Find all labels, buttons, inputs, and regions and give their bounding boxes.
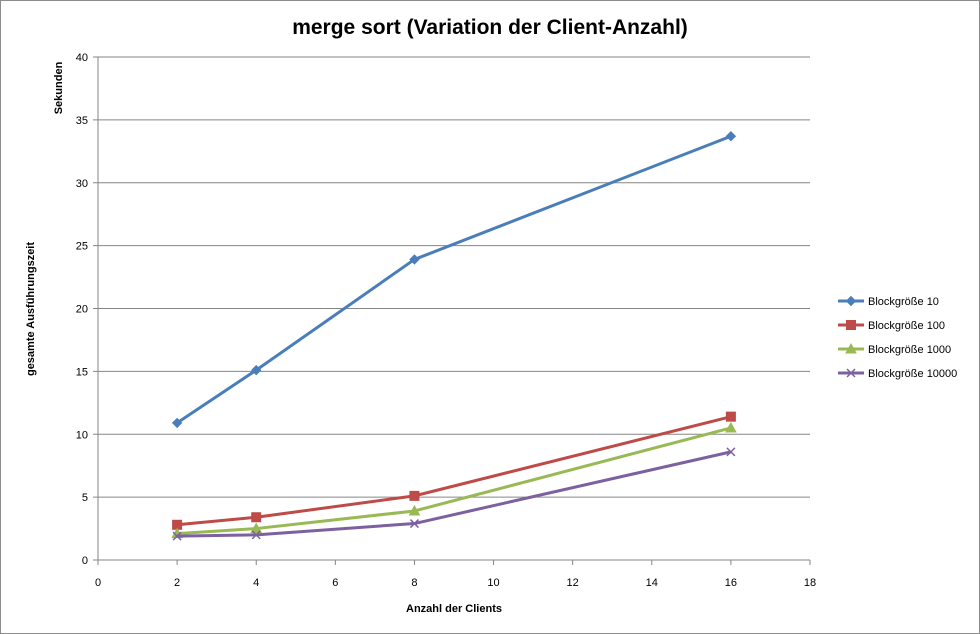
- x-tick-label-4: 4: [253, 577, 259, 589]
- legend-marker-2: [846, 320, 856, 330]
- chart-title: merge sort (Variation der Client-Anzahl): [292, 16, 688, 39]
- legend-item-4: Blockgröße 10000: [838, 368, 957, 380]
- x-tick-label-2: 2: [174, 577, 180, 589]
- legend-label-4: Blockgröße 10000: [868, 368, 957, 380]
- series-layer: [171, 131, 737, 541]
- series-line-3: [177, 426, 732, 536]
- y-tick-label-5: 5: [82, 492, 88, 504]
- data-point-s2-4: [725, 411, 736, 422]
- data-point-s4-1: [172, 531, 182, 541]
- x-tick-label-16: 16: [725, 577, 737, 589]
- legend-marker-4: [846, 368, 856, 378]
- data-point-s1-2: [251, 364, 262, 376]
- data-point-s4-4: [726, 447, 736, 457]
- series-line-4: [177, 450, 732, 538]
- data-point-s1-4: [725, 131, 737, 142]
- x-tick-label-0: 0: [95, 577, 101, 589]
- legend-item-1: Blockgröße 10: [838, 295, 939, 308]
- x-tick-label-10: 10: [487, 577, 499, 589]
- legend: Blockgröße 10 Blockgröße 100 Blockgröße 10…: [838, 295, 957, 380]
- y-tick-label-15: 15: [76, 366, 88, 378]
- series-1: [171, 131, 737, 429]
- x-tick-label-12: 12: [567, 577, 579, 589]
- y-tick-label-0: 0: [82, 555, 88, 567]
- y-axis-label: gesamte Ausführungszeit: [25, 242, 37, 376]
- series-line-1: [176, 134, 732, 425]
- axes: [93, 56, 811, 565]
- data-point-s2-3: [409, 490, 420, 501]
- legend-marker-1: [845, 295, 857, 307]
- y-tick-label-10: 10: [76, 429, 88, 441]
- tick-labels: 0 5 10 15 20 25 30 35 40 0 2 4 6 8 10 12 14 16 18: [76, 52, 816, 589]
- gridlines: [98, 56, 810, 498]
- series-4: [172, 447, 736, 541]
- data-point-s3-3: [408, 504, 421, 516]
- data-point-s4-3: [409, 519, 419, 529]
- data-point-s3-2: [250, 522, 263, 534]
- legend-marker-3: [845, 342, 857, 354]
- x-tick-label-8: 8: [411, 577, 417, 589]
- y-tick-label-40: 40: [76, 52, 88, 64]
- y-tick-label-35: 35: [76, 115, 88, 127]
- data-point-s3-4: [725, 421, 737, 433]
- y-tick-label-20: 20: [76, 304, 88, 316]
- data-point-s2-2: [251, 512, 262, 523]
- x-axis-label: Anzahl der Clients: [406, 603, 502, 615]
- y-tick-label-25: 25: [76, 241, 88, 253]
- y-axis-unit-label: Sekunden: [53, 61, 65, 114]
- legend-label-1: Blockgröße 10: [868, 296, 939, 308]
- legend-item-3: Blockgröße 1000: [838, 342, 951, 356]
- series-2: [172, 411, 736, 530]
- series-line-2: [176, 415, 732, 527]
- data-point-s1-1: [171, 417, 183, 429]
- legend-item-2: Blockgröße 100: [838, 320, 945, 332]
- legend-label-3: Blockgröße 1000: [868, 344, 951, 356]
- x-tick-label-14: 14: [646, 577, 658, 589]
- y-tick-label-30: 30: [76, 178, 88, 190]
- data-point-s4-2: [251, 530, 261, 540]
- legend-label-2: Blockgröße 100: [868, 320, 945, 332]
- x-tick-label-6: 6: [332, 577, 338, 589]
- data-point-s1-3: [409, 254, 420, 265]
- x-tick-label-18: 18: [804, 577, 816, 589]
